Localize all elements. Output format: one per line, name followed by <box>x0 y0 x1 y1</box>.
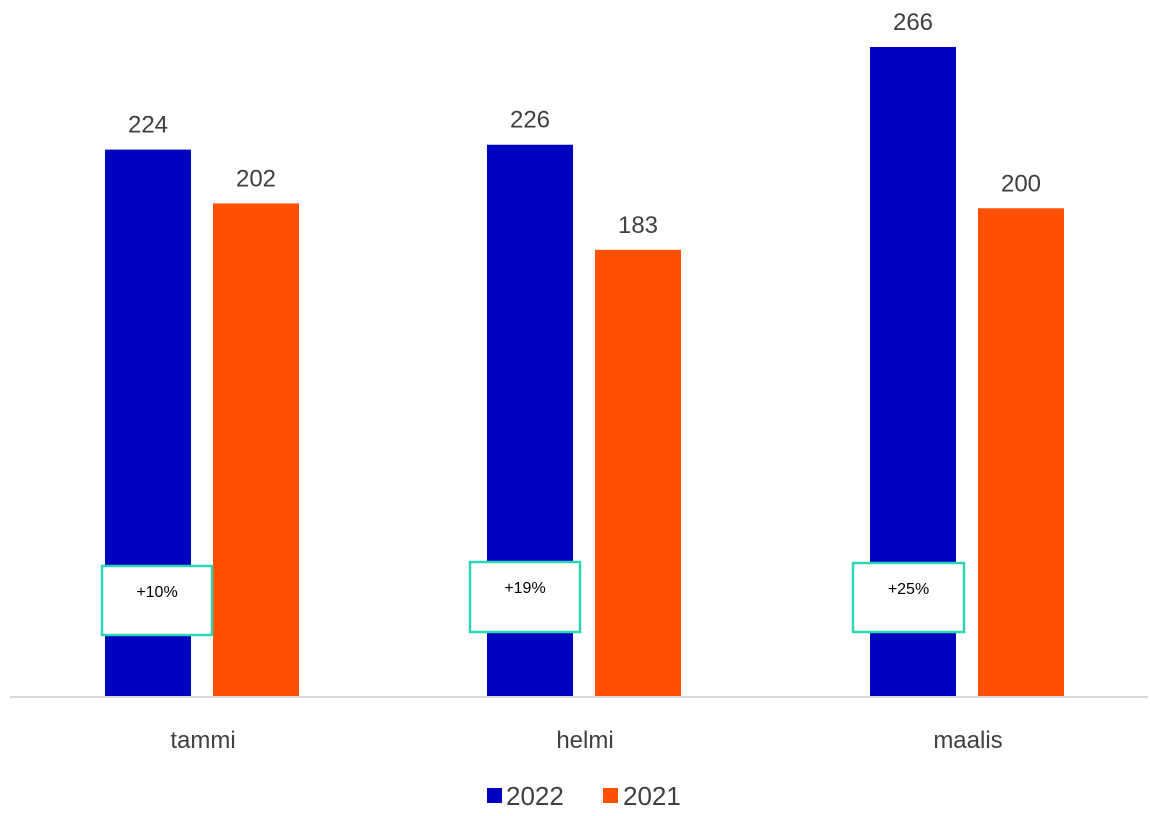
x-tick-label-tammi: tammi <box>170 727 235 754</box>
annotation-label-maalis: +25% <box>888 581 929 598</box>
x-tick-label-maalis: maalis <box>933 727 1002 754</box>
legend-label-2021: 2021 <box>623 781 681 811</box>
annotation-box-helmi <box>468 560 582 634</box>
legend-swatch-2022 <box>487 788 502 803</box>
bar-2021-tammi <box>213 203 299 697</box>
annotation-box-maalis <box>851 561 966 634</box>
bar-2021-maalis <box>978 208 1064 697</box>
legend-label-2022: 2022 <box>506 781 564 811</box>
data-label-2021-tammi: 202 <box>236 165 276 192</box>
annotation-label-helmi: +19% <box>504 580 545 597</box>
data-label-2021-helmi: 183 <box>618 212 658 239</box>
bar-2021-helmi <box>595 249 681 697</box>
data-label-2021-maalis: 200 <box>1001 170 1041 197</box>
legend-swatch-2021 <box>603 788 618 803</box>
data-label-2022-helmi: 226 <box>510 107 550 134</box>
data-label-2022-tammi: 224 <box>128 112 168 139</box>
data-label-2022-maalis: 266 <box>893 9 933 36</box>
x-tick-label-helmi: helmi <box>556 727 613 754</box>
annotation-box-tammi <box>100 564 214 637</box>
annotation-label-tammi: +10% <box>136 584 177 601</box>
